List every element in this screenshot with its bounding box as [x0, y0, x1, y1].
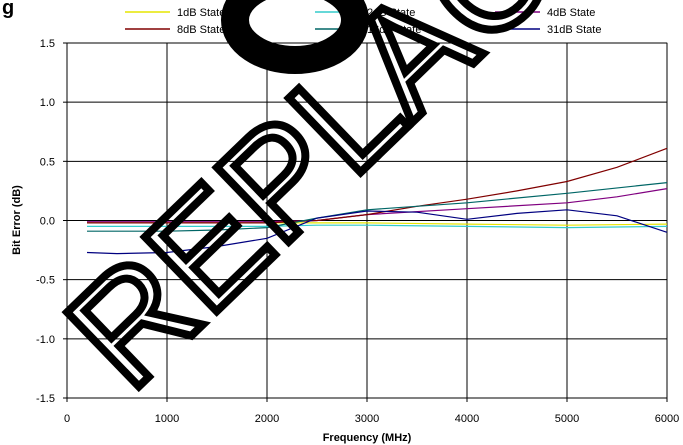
y-tick-label: 0.0 — [40, 216, 55, 228]
x-tick-label: 6000 — [655, 413, 679, 425]
legend-label: 16dB State — [367, 24, 421, 36]
y-tick-label: -0.5 — [36, 275, 55, 287]
x-axis-title: Frequency (MHz) — [323, 432, 412, 444]
axes: 1.5 1.0 0.5 0.0 -0.5 -1.0 -1.5 0 1000 2000 3000 400… — [36, 38, 679, 425]
x-tick-label: 4000 — [455, 413, 479, 425]
series-lines — [86, 147, 668, 255]
x-tick-label: 1000 — [155, 413, 179, 425]
series-line-31db-state — [86, 209, 668, 255]
y-tick-label: 1.5 — [40, 38, 55, 50]
x-tick-label: 2000 — [255, 413, 279, 425]
x-tick-label: 0 — [64, 413, 70, 425]
y-tick-label: -1.5 — [36, 393, 55, 405]
legend-label: 8dB State — [177, 24, 225, 36]
x-tick-label: 3000 — [355, 413, 379, 425]
legend-label: 2dB State — [367, 7, 415, 19]
legend-label: 1dB State — [177, 7, 225, 19]
legend-label: 4dB State — [547, 7, 595, 19]
series-line-2db-state — [87, 224, 668, 229]
y-tick-label: 1.0 — [40, 97, 55, 109]
y-tick-label: 0.5 — [40, 156, 55, 168]
y-axis-title: Bit Error (dB) — [11, 185, 23, 255]
x-tick-label: 5000 — [555, 413, 579, 425]
watermark-o-shape — [221, 0, 369, 74]
legend-label: 31dB State — [547, 24, 601, 36]
title-fragment: g — [2, 0, 14, 19]
legend: 1dB State 2dB State 4dB State 8dB State 16dB… — [125, 7, 601, 36]
y-tick-label: -1.0 — [36, 334, 55, 346]
